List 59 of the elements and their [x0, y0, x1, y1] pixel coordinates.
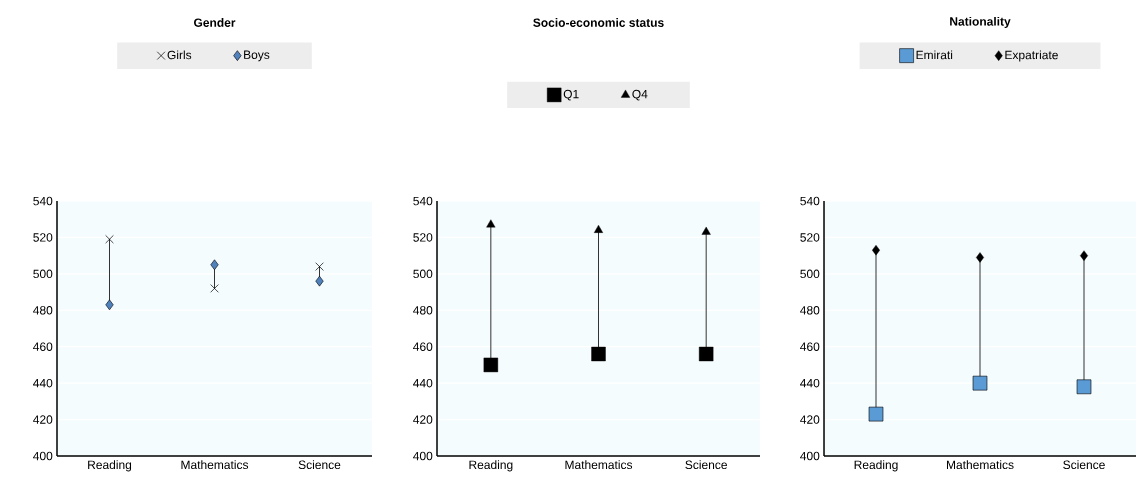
point — [210, 284, 219, 293]
y-tick-label: 480 — [413, 306, 433, 315]
chart-title: Gender — [193, 18, 236, 27]
point — [105, 299, 114, 311]
chart-title: Socio-economic status — [533, 18, 664, 27]
point — [315, 275, 324, 287]
y-tick-label: 460 — [800, 342, 820, 351]
y-tick-label: 460 — [413, 342, 433, 351]
y-tick-label: 440 — [33, 378, 53, 388]
y-tick-label: 440 — [800, 378, 820, 388]
y-tick-label: 420 — [800, 415, 820, 424]
x-tick-label: Science — [685, 460, 727, 470]
chart-title: Nationality — [950, 16, 1011, 29]
y-tick-label: 540 — [33, 196, 53, 206]
y-tick-label: 520 — [33, 233, 53, 242]
y-tick-label: 500 — [33, 269, 53, 279]
point — [591, 346, 606, 362]
point — [210, 259, 219, 271]
y-tick-label: 540 — [413, 196, 433, 206]
legend-label: Q1 — [563, 89, 579, 101]
x-tick-label: Science — [298, 460, 341, 470]
legend-label: Boys — [244, 50, 270, 62]
point — [698, 346, 714, 362]
x-tick-label: Mathematics — [181, 460, 249, 470]
point — [483, 357, 499, 373]
legend-label: Emirati — [916, 50, 953, 60]
point — [868, 406, 884, 422]
y-tick-label: 540 — [800, 196, 820, 206]
y-tick-label: 400 — [33, 451, 53, 461]
y-tick-label: 500 — [413, 269, 433, 279]
point — [1080, 250, 1088, 261]
x-tick-label: Reading — [88, 460, 132, 472]
y-tick-label: 440 — [413, 378, 433, 388]
y-tick-label: 400 — [800, 451, 820, 461]
x-tick-label: Mathematics — [946, 460, 1014, 470]
point — [976, 252, 984, 263]
point — [593, 224, 604, 233]
y-tick-label: 480 — [33, 306, 53, 315]
point — [486, 219, 496, 228]
y-tick-label: 420 — [33, 415, 53, 424]
legend-label: Girls — [167, 50, 192, 60]
x-tick-label: Reading — [854, 460, 898, 472]
legend-label: Expatriate — [1005, 50, 1058, 62]
x-tick-label: Science — [1063, 460, 1105, 470]
x-tick-label: Mathematics — [565, 460, 633, 470]
y-tick-label: 520 — [413, 233, 433, 242]
y-tick-label: 420 — [413, 415, 433, 424]
y-tick-label: 500 — [800, 269, 820, 279]
point — [972, 375, 988, 391]
y-tick-label: 400 — [413, 451, 433, 461]
y-tick-label: 460 — [33, 342, 53, 351]
point — [1076, 379, 1092, 395]
x-tick-label: Reading — [469, 460, 513, 472]
y-tick-label: 520 — [800, 233, 820, 242]
y-tick-label: 480 — [800, 306, 820, 315]
legend-label: Q4 — [632, 89, 648, 101]
point — [315, 262, 324, 271]
point — [701, 226, 711, 235]
point — [105, 235, 114, 244]
